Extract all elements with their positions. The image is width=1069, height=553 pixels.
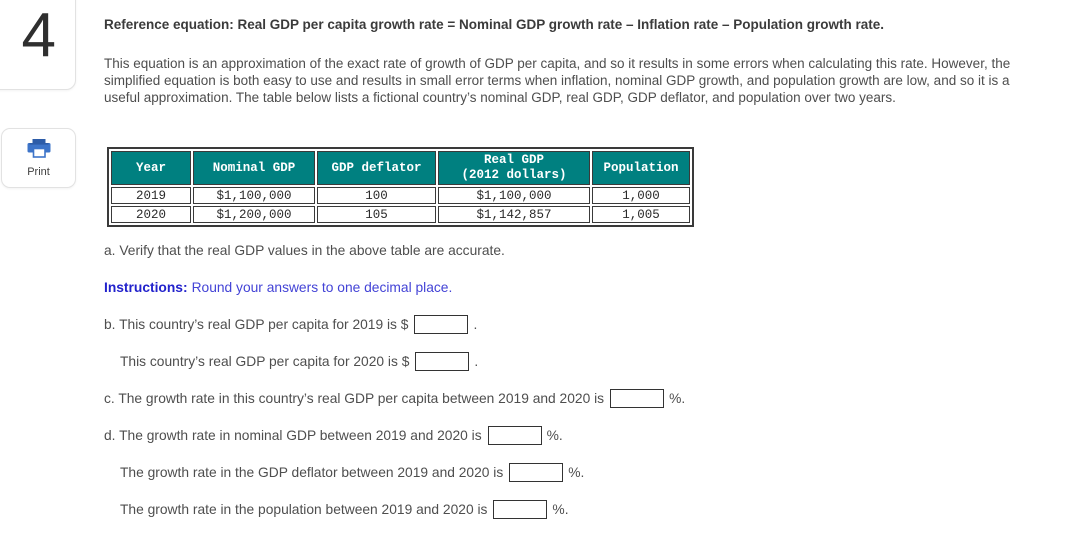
question-d-deflator-suffix: %.	[568, 464, 585, 480]
print-button[interactable]: Print	[1, 128, 76, 188]
question-d-nominal: d. The growth rate in nominal GDP betwee…	[104, 425, 1044, 445]
question-c-suffix: %.	[669, 390, 686, 406]
question-d-population: The growth rate in the population betwee…	[120, 499, 1044, 519]
question-content: Reference equation: Real GDP per capita …	[104, 16, 1044, 536]
cell-population-2020: 1,005	[592, 206, 690, 223]
question-c: c. The growth rate in this country’s rea…	[104, 388, 1044, 408]
question-d-population-text: The growth rate in the population betwee…	[120, 501, 488, 517]
gdp-data-table: Year Nominal GDP GDP deflator Real GDP (…	[107, 147, 694, 227]
instructions-label: Instructions:	[104, 280, 188, 295]
question-number: 4	[21, 1, 56, 70]
table-header-gdp-deflator: GDP deflator	[317, 151, 436, 185]
table-row-2019: 2019 $1,100,000 100 $1,100,000 1,000	[111, 187, 690, 204]
cell-deflator-2019: 100	[317, 187, 436, 204]
part-a-text: a. Verify that the real GDP values in th…	[104, 243, 505, 258]
answer-input-nominal-gdp-growth[interactable]	[487, 425, 542, 445]
question-b-2019: b. This country’s real GDP per capita fo…	[104, 314, 1044, 334]
real-gdp-header-line1: Real GDP	[483, 153, 544, 167]
cell-deflator-2020: 105	[317, 206, 436, 223]
cell-real-gdp-2020: $1,142,857	[438, 206, 590, 223]
cell-year-2020: 2020	[111, 206, 191, 223]
real-gdp-header-line2: (2012 dollars)	[461, 168, 567, 182]
intro-paragraph: This equation is an approximation of the…	[104, 56, 1011, 105]
answer-input-real-gdp-per-capita-growth[interactable]	[610, 388, 665, 408]
question-b-2019-text: b. This country’s real GDP per capita fo…	[104, 316, 409, 332]
answer-input-real-gdp-per-capita-2020[interactable]	[415, 351, 470, 371]
cell-population-2019: 1,000	[592, 187, 690, 204]
table-header-population: Population	[592, 151, 690, 185]
question-d-population-suffix: %.	[552, 501, 569, 517]
question-d-deflator-text: The growth rate in the GDP deflator betw…	[120, 464, 504, 480]
cell-real-gdp-2019: $1,100,000	[438, 187, 590, 204]
question-d-deflator: The growth rate in the GDP deflator betw…	[120, 462, 1044, 482]
question-b-2020-text: This country’s real GDP per capita for 2…	[120, 353, 410, 369]
reference-equation: Reference equation: Real GDP per capita …	[104, 17, 885, 32]
question-b-2019-suffix: .	[473, 316, 478, 332]
table-header-nominal-gdp: Nominal GDP	[193, 151, 315, 185]
answer-input-population-growth[interactable]	[493, 499, 548, 519]
table-row-2020: 2020 $1,200,000 105 $1,142,857 1,005	[111, 206, 690, 223]
cell-nominal-2019: $1,100,000	[193, 187, 315, 204]
question-b-2020: This country’s real GDP per capita for 2…	[120, 351, 1044, 371]
question-number-card: 4	[0, 0, 76, 90]
table-header-real-gdp: Real GDP (2012 dollars)	[438, 151, 590, 185]
instructions-text: Round your answers to one decimal place.	[191, 280, 453, 295]
question-d-nominal-text: d. The growth rate in nominal GDP betwee…	[104, 427, 482, 443]
question-c-text: c. The growth rate in this country’s rea…	[104, 390, 605, 406]
cell-year-2019: 2019	[111, 187, 191, 204]
table-header-year: Year	[111, 151, 191, 185]
question-d-nominal-suffix: %.	[546, 427, 563, 443]
instructions-line: Instructions: Round your answers to one d…	[104, 280, 1044, 295]
table-header-row: Year Nominal GDP GDP deflator Real GDP (…	[111, 151, 690, 185]
question-b-2020-suffix: .	[474, 353, 479, 369]
answer-input-gdp-deflator-growth[interactable]	[509, 462, 564, 482]
cell-nominal-2020: $1,200,000	[193, 206, 315, 223]
printer-icon	[27, 138, 51, 163]
print-button-label: Print	[27, 165, 50, 178]
answer-input-real-gdp-per-capita-2019[interactable]	[414, 314, 469, 334]
